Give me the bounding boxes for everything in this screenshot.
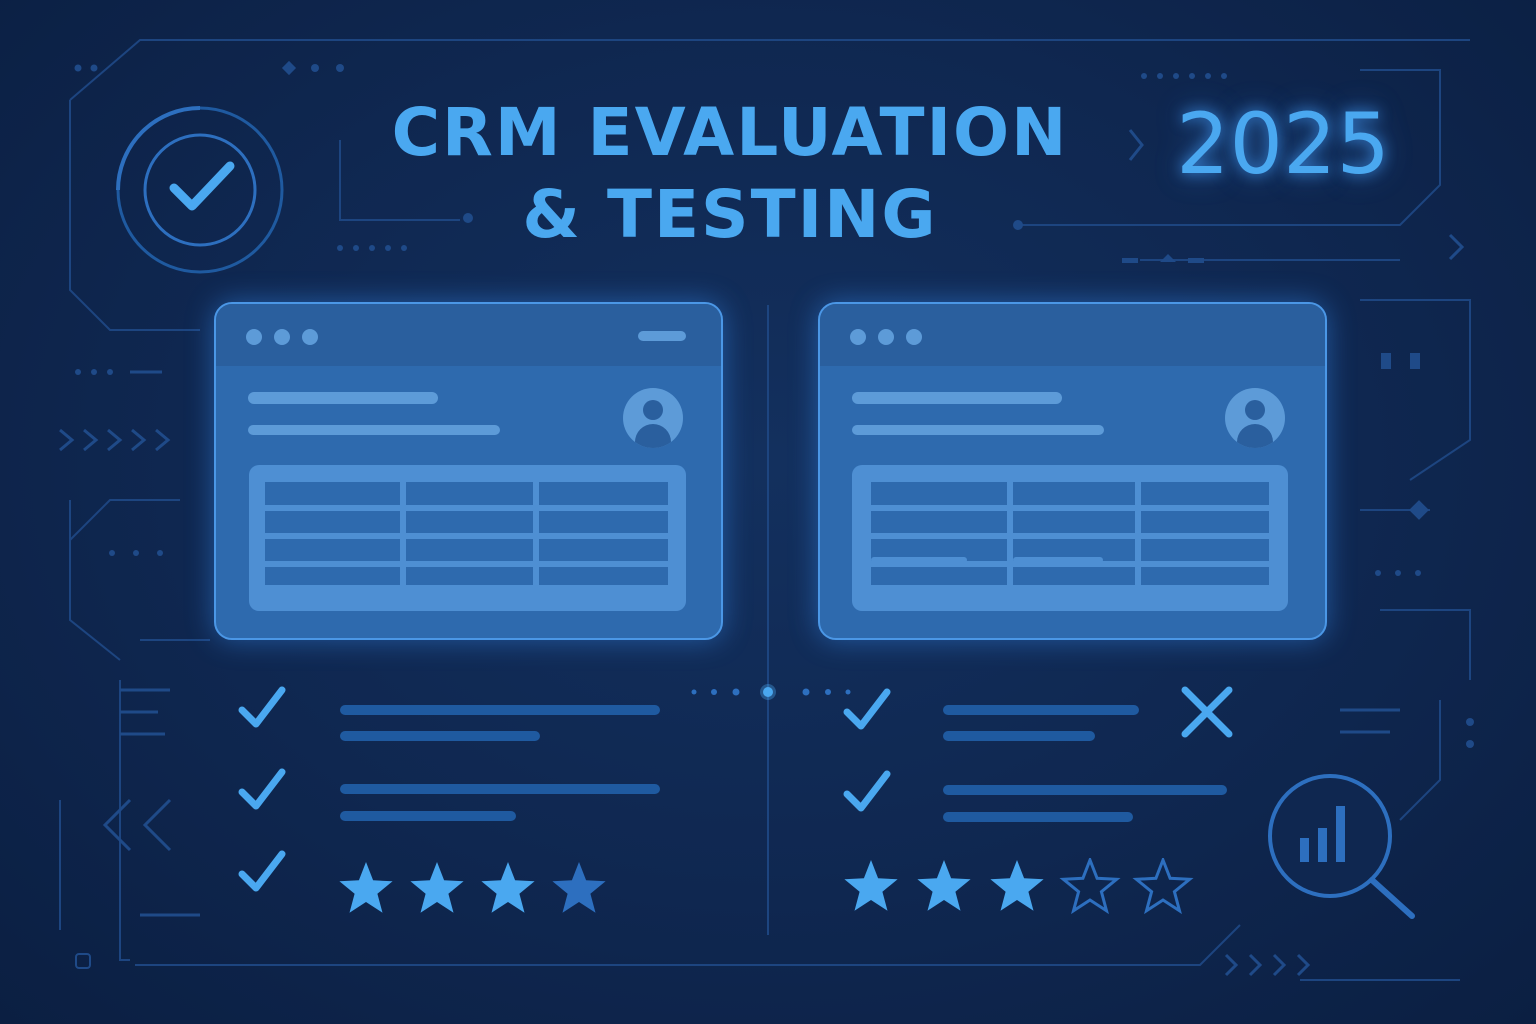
- window-dot: [850, 329, 866, 345]
- star-icon: [410, 862, 464, 913]
- magnifier-chart-icon: [1268, 774, 1415, 919]
- star-rating-right: [844, 858, 1194, 915]
- data-table: [852, 465, 1288, 611]
- check-icon: [843, 688, 891, 730]
- check-icon: [238, 768, 286, 810]
- page-title: CRM EVALUATION & TESTING: [380, 92, 1080, 256]
- window-dot: [274, 329, 290, 345]
- checklist-right: [833, 680, 1253, 920]
- center-connector: [691, 684, 851, 700]
- checklist-left: [230, 680, 670, 920]
- window-menu-line: [638, 331, 686, 341]
- check-icon: [843, 770, 891, 812]
- data-table: [249, 465, 686, 611]
- window-dot: [302, 329, 318, 345]
- criterion-line: [340, 811, 516, 821]
- crm-window-left: [214, 302, 723, 640]
- subheading-placeholder: [248, 425, 500, 435]
- heading-placeholder: [852, 392, 1062, 404]
- star-icon: [1132, 858, 1194, 915]
- star-rating-left: [339, 862, 606, 913]
- window-dot: [246, 329, 262, 345]
- check-icon: [238, 686, 286, 728]
- subheading-placeholder: [852, 425, 1104, 435]
- star-icon: [990, 860, 1044, 911]
- check-icon: [238, 850, 286, 892]
- criterion-line: [943, 812, 1133, 822]
- criterion-line: [943, 731, 1095, 741]
- star-icon: [339, 862, 393, 913]
- window-dot: [906, 329, 922, 345]
- star-icon: [552, 862, 606, 913]
- criterion-line: [340, 705, 660, 715]
- criterion-line: [340, 784, 660, 794]
- window-titlebar: [820, 304, 1325, 366]
- star-icon: [1059, 858, 1121, 915]
- year-label: 2025: [1176, 95, 1390, 193]
- criterion-line: [340, 731, 540, 741]
- criterion-line: [943, 785, 1227, 795]
- star-icon: [481, 862, 535, 913]
- heading-placeholder: [248, 392, 438, 404]
- check-circle-icon: [116, 106, 284, 274]
- star-icon: [917, 860, 971, 911]
- title-line-2: & TESTING: [522, 176, 938, 253]
- user-avatar-icon: [1225, 388, 1285, 448]
- crm-window-right: [818, 302, 1327, 640]
- criterion-line: [943, 705, 1139, 715]
- x-icon: [1181, 686, 1233, 738]
- title-line-1: CRM EVALUATION: [391, 94, 1069, 171]
- window-titlebar: [216, 304, 721, 366]
- window-dot: [878, 329, 894, 345]
- user-avatar-icon: [623, 388, 683, 448]
- star-icon: [844, 860, 898, 911]
